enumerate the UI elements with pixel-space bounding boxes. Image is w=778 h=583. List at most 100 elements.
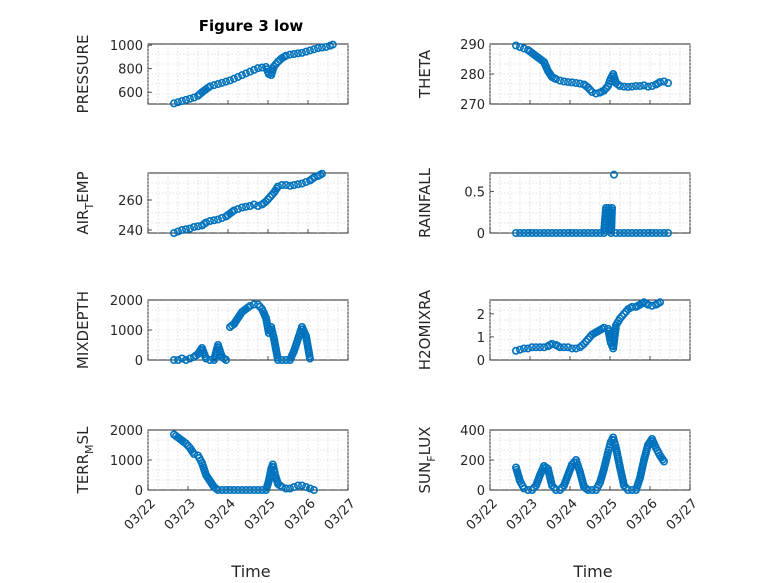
data-point [285, 181, 294, 190]
data-point [317, 169, 326, 178]
y-tick-label: 600 [118, 86, 143, 101]
data-point [519, 44, 528, 53]
data-point [246, 485, 255, 494]
data-point [218, 214, 227, 223]
data-point [170, 355, 179, 364]
data-point [571, 229, 580, 238]
data-point [567, 78, 576, 87]
data-point [611, 229, 620, 238]
data-point [309, 45, 318, 54]
data-point [293, 180, 302, 189]
data-point [655, 78, 664, 87]
data-point [305, 354, 314, 363]
data-point [277, 355, 286, 364]
data-point [238, 485, 247, 494]
data-point [647, 229, 656, 238]
subplot-theta: 270 280 290 THETA [416, 38, 691, 113]
data-point [643, 82, 652, 91]
x-tick-label: 03/24 [202, 496, 239, 533]
data-point [659, 457, 668, 466]
data-point [663, 79, 672, 88]
data-point [527, 229, 536, 238]
data-point [250, 65, 259, 74]
data-point [583, 485, 592, 494]
data-point [651, 229, 660, 238]
data-point [555, 229, 564, 238]
data-point [639, 229, 648, 238]
data-point [309, 485, 318, 494]
data-point [515, 229, 524, 238]
data-point [174, 98, 183, 107]
data-point [543, 229, 552, 238]
y-axis-label: TERRMSL [74, 426, 96, 495]
data-point [281, 51, 290, 60]
data-point [234, 205, 243, 214]
data-point [242, 485, 251, 494]
x-axis-label: Time [572, 562, 612, 581]
x-tick-label: 03/25 [242, 496, 279, 533]
data-point [301, 178, 310, 187]
data-point [328, 40, 337, 49]
data-point [289, 482, 298, 491]
data-point [182, 95, 191, 104]
data-point [281, 484, 290, 493]
y-axis-label: PRESSURE [74, 35, 92, 114]
data-point [293, 481, 302, 490]
data-point [539, 229, 548, 238]
data-point [186, 94, 195, 103]
data-point [186, 354, 195, 363]
data-point [577, 341, 586, 350]
y-tick-label: 200 [460, 454, 485, 469]
data-point [305, 484, 314, 493]
data-point [206, 82, 215, 91]
data-point [210, 216, 219, 225]
data-point [242, 202, 251, 211]
data-point [643, 300, 652, 309]
y-axis-label: AIRTEMP [74, 171, 96, 234]
data-point [190, 223, 199, 232]
data-point [257, 63, 266, 72]
data-point [293, 49, 302, 58]
data-point [182, 355, 191, 364]
data-point [254, 202, 263, 211]
data-point [206, 217, 215, 226]
y-tick-label: 0 [477, 227, 485, 242]
data-point [210, 81, 219, 90]
figure-title: Figure 3 low [199, 17, 304, 35]
data-point [609, 170, 618, 179]
data-point [321, 42, 330, 51]
data-point [214, 485, 223, 494]
data-point [250, 485, 259, 494]
data-point [246, 301, 255, 310]
data-point [515, 345, 524, 354]
data-point [230, 206, 239, 215]
data-point [234, 485, 243, 494]
plot-area [489, 172, 691, 234]
data-point [289, 49, 298, 58]
data-point [655, 229, 664, 238]
y-tick-label: 1000 [110, 324, 143, 339]
data-point [254, 64, 263, 73]
data-point [301, 47, 310, 56]
data-point [226, 76, 235, 85]
data-point [174, 227, 183, 236]
y-tick-label: 1000 [110, 454, 143, 469]
data-point [285, 484, 294, 493]
data-point [623, 229, 632, 238]
subplot-pressure: 600 800 1000 PRESSURE [74, 35, 349, 114]
data-point [317, 43, 326, 52]
data-point [631, 229, 640, 238]
y-tick-label: 0 [477, 354, 485, 369]
data-point [655, 298, 664, 307]
y-tick-label: 0 [477, 484, 485, 499]
data-point [301, 482, 310, 491]
data-point [190, 449, 199, 458]
data-point [527, 343, 536, 352]
y-tick-label: 1 [477, 331, 485, 346]
data-point [234, 72, 243, 81]
data-point [511, 41, 520, 50]
data-point [535, 229, 544, 238]
x-tick-label: 03/24 [544, 496, 581, 533]
data-point [563, 78, 572, 87]
data-point [519, 229, 528, 238]
